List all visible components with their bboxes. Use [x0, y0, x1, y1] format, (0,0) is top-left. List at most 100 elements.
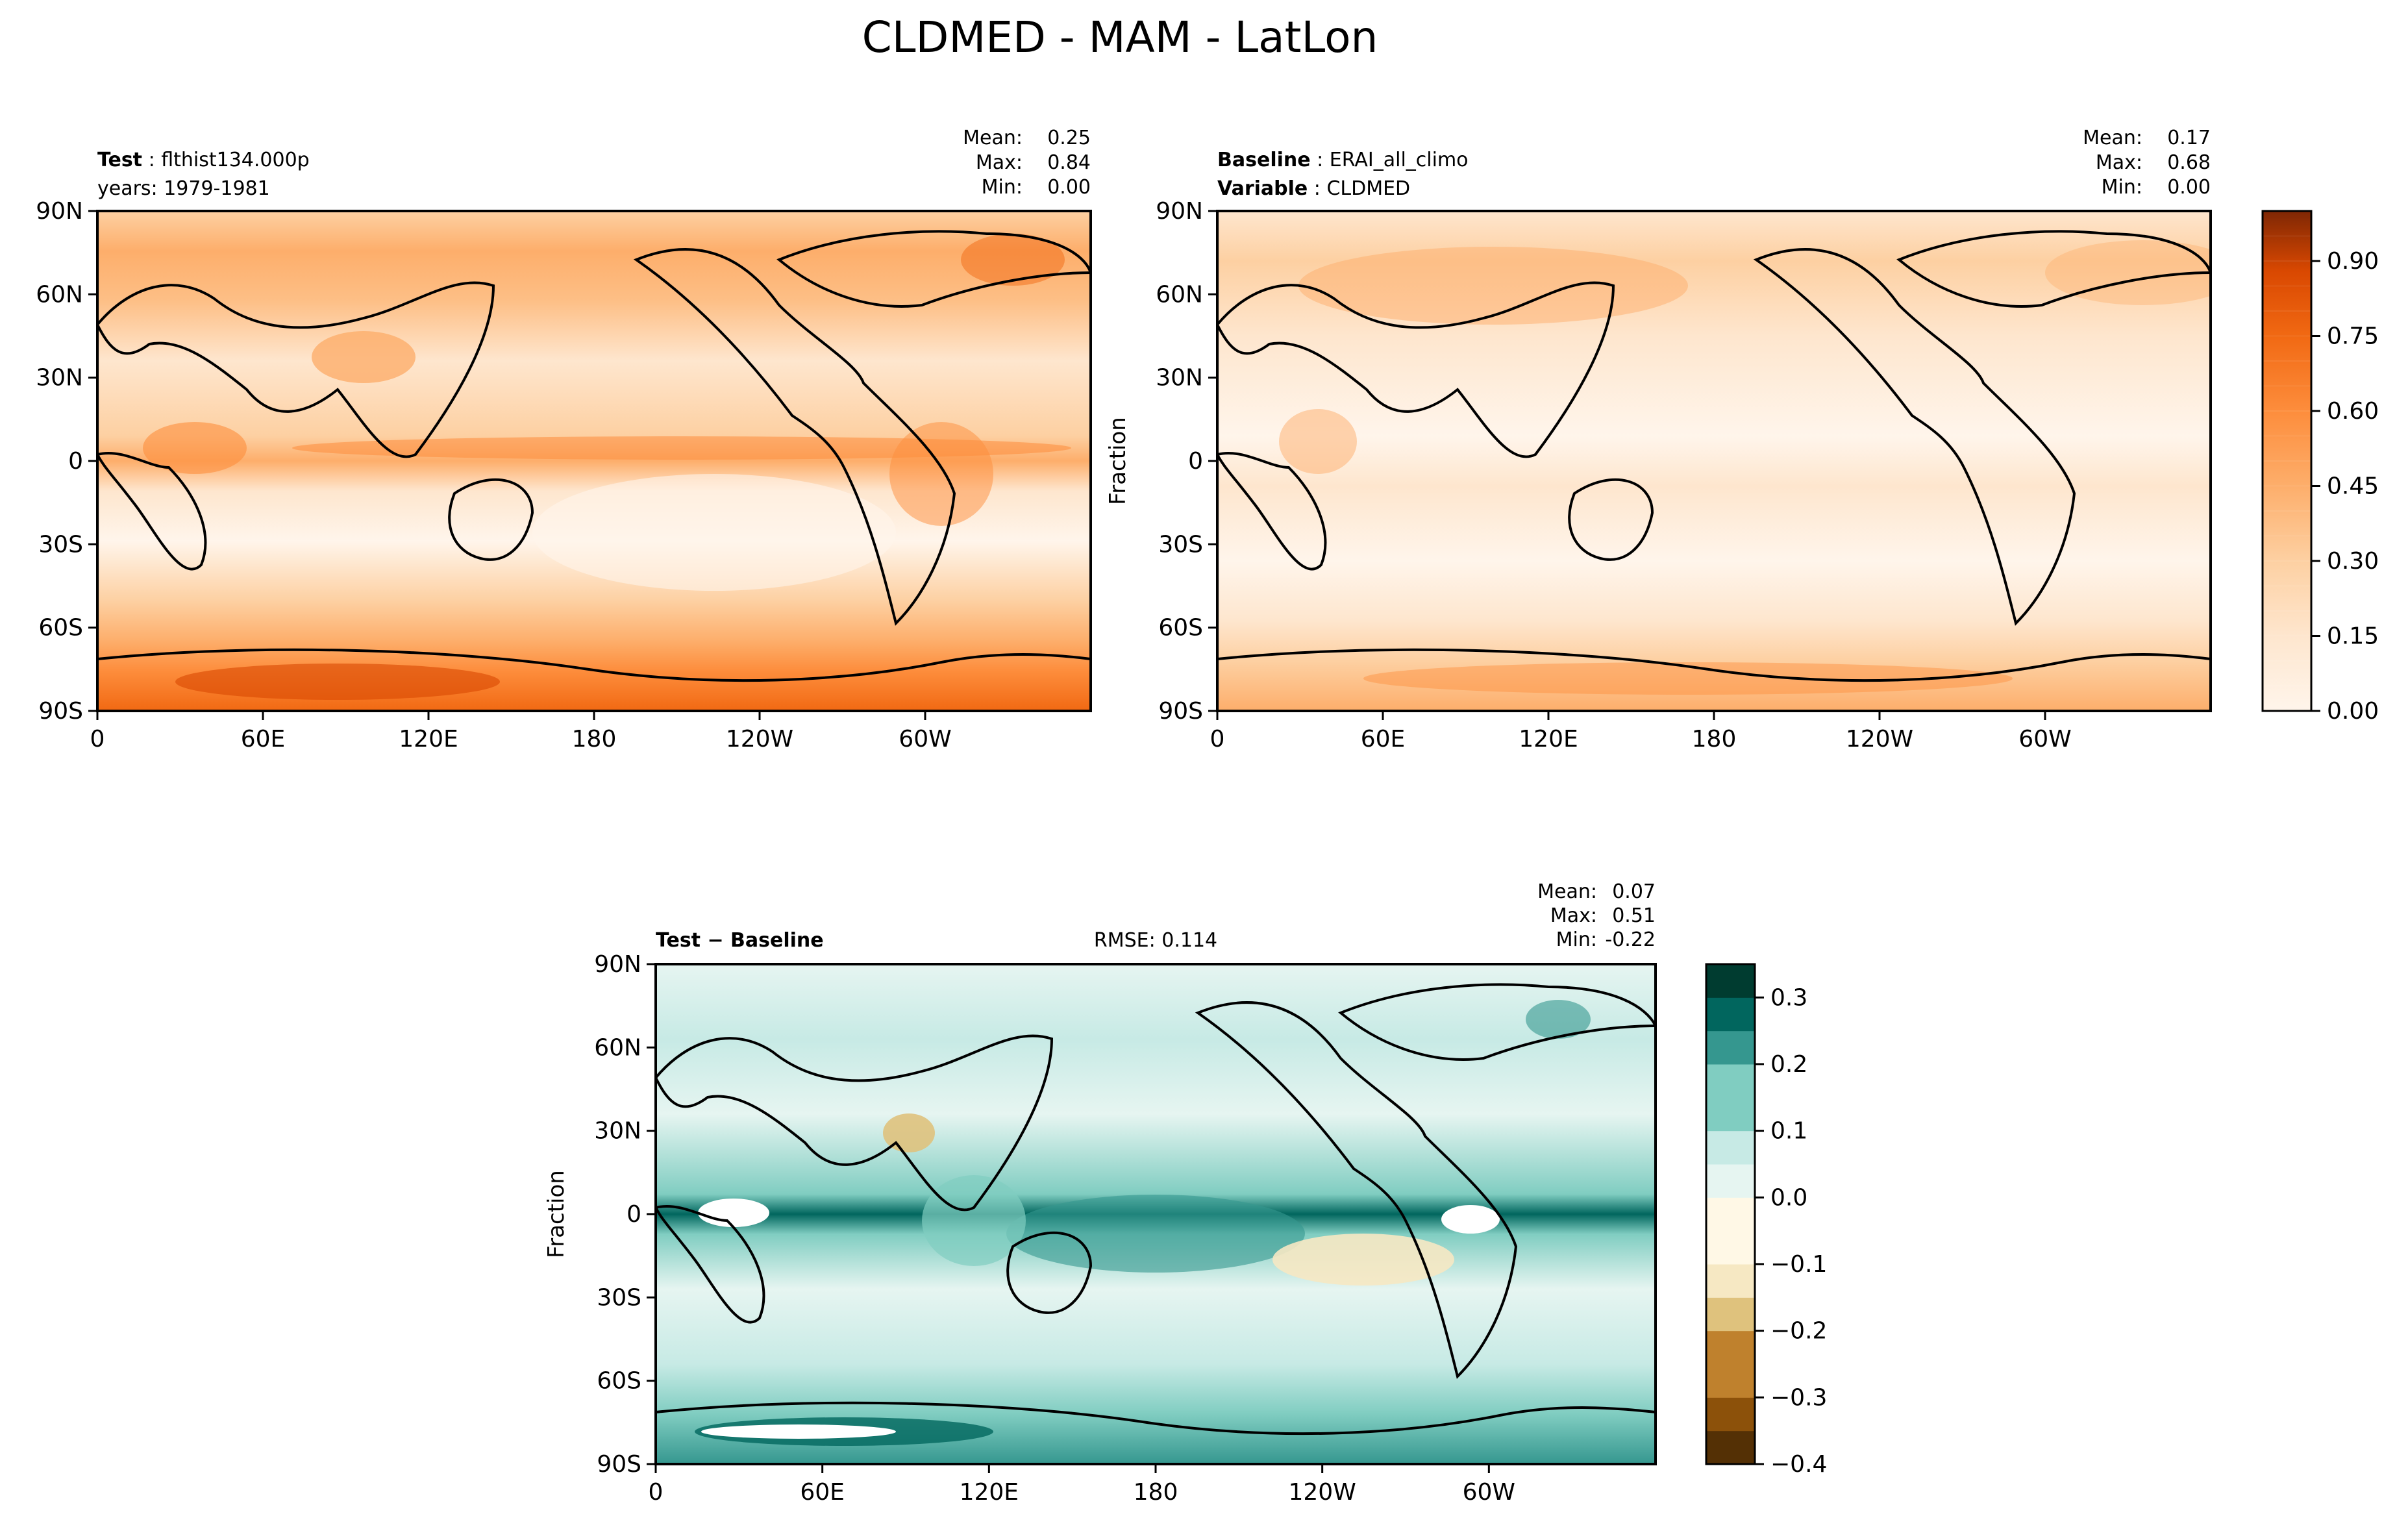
brbg-cb-tick-label: 0.0 — [1770, 1184, 1807, 1211]
difference-mean-label: Mean: — [1537, 880, 1597, 903]
test-label-value: flthist134.000p — [161, 149, 310, 171]
oranges-cb-tick-label: 0.30 — [2327, 548, 2379, 575]
test-mean-value: 0.25 — [1047, 127, 1091, 149]
test-xtick-label: 180 — [572, 726, 617, 752]
baseline-xtick-label: 180 — [1692, 726, 1737, 752]
baseline-min-value: 0.00 — [2167, 176, 2211, 199]
baseline-ylabel: Fraction — [1105, 417, 1131, 505]
baseline-xtick-label: 120W — [1846, 726, 1913, 752]
svg-text:Baseline : ERAI_all_climo: Baseline : ERAI_all_climo — [1217, 149, 1469, 171]
baseline-ytick-label: 90S — [1158, 698, 1203, 725]
test-field — [97, 211, 1091, 711]
difference-ytick-label: 30S — [597, 1284, 641, 1311]
difference-coastlines — [656, 983, 1656, 1436]
brbg-level-band — [1706, 1397, 1755, 1432]
brbg-colorbar-ticks: 0.3 0.2 0.1 0.0 −0.1 −0.2 −0.3 −0.4 — [1755, 984, 1827, 1478]
test-xtick-label: 60E — [241, 726, 286, 752]
baseline-ytick-label: 30S — [1158, 531, 1203, 558]
baseline-stats: Mean: 0.17 Max: 0.68 Min: 0.00 — [2083, 127, 2211, 199]
difference-xtick-label: 180 — [1134, 1479, 1178, 1506]
baseline-xtick-label: 60E — [1361, 726, 1406, 752]
test-ytick-label: 90S — [38, 698, 83, 725]
brbg-level-band — [1706, 1030, 1755, 1065]
test-xtick-label: 120E — [399, 726, 458, 752]
difference-ytick-label: 90S — [597, 1451, 641, 1478]
brbg-level-band — [1706, 1364, 1755, 1398]
test-subtitle: years: 1979-1981 — [97, 177, 270, 200]
variable-label-value: CLDMED — [1326, 177, 1410, 200]
difference-label: Test − Baseline — [656, 929, 824, 952]
test-xtick-label: 60W — [899, 726, 951, 752]
brbg-colorbar: 0.3 0.2 0.1 0.0 −0.1 −0.2 −0.3 −0.4 — [1705, 963, 1827, 1478]
svg-text:Variable : CLDMED: Variable : CLDMED — [1217, 177, 1410, 200]
brbg-colorbar-frame — [1705, 963, 1756, 1465]
test-xtick-label: 0 — [90, 726, 105, 752]
baseline-xtick-label: 0 — [1210, 726, 1225, 752]
difference-axis-ticks: 90N 60N 30N 0 30S 60S 90S 0 60E 120E 180 120W 60W — [594, 951, 1515, 1506]
baseline-ytick-label: 30N — [1156, 365, 1203, 392]
brbg-cb-tick-label: −0.4 — [1770, 1451, 1827, 1478]
brbg-colorbar-levels — [1706, 964, 1755, 1465]
test-max-value: 0.84 — [1047, 151, 1091, 174]
baseline-label-value: ERAI_all_climo — [1330, 149, 1469, 171]
difference-field — [656, 964, 1656, 1464]
variable-label-bold: Variable — [1217, 177, 1308, 200]
test-ytick-label: 60N — [36, 281, 83, 308]
baseline-axis-ticks: 90N 60N 30N 0 30S 60S 90S 0 60E 120E 180 120W 60W — [1156, 198, 2071, 752]
baseline-ytick-label: 0 — [1188, 448, 1203, 475]
figure-title: CLDMED - MAM - LatLon — [862, 12, 1378, 62]
test-coastlines — [97, 230, 1091, 682]
difference-panel: 90N 60N 30N 0 30S 60S 90S 0 60E 120E 180 120W 60W Fr… — [543, 880, 1657, 1506]
difference-xtick-label: 120E — [960, 1479, 1019, 1506]
difference-xtick-label: 60E — [800, 1479, 845, 1506]
baseline-coastlines — [1217, 230, 2211, 682]
difference-max-value: 0.51 — [1612, 904, 1656, 927]
oranges-colorbar-fill — [2263, 211, 2311, 711]
brbg-level-band — [1706, 1064, 1755, 1098]
test-ytick-label: 30S — [38, 531, 83, 558]
baseline-ytick-label: 60S — [1158, 615, 1203, 641]
test-ytick-label: 90N — [36, 198, 83, 225]
test-axis-ticks: 90N 60N 30N 0 30S 60S 90S 0 60E 120E 180 120W 60W — [36, 198, 951, 752]
difference-ytick-label: 90N — [594, 951, 641, 978]
brbg-level-band — [1706, 1297, 1755, 1332]
baseline-panel: 90N 60N 30N 0 30S 60S 90S 0 60E 120E 180 120W 60W Fr… — [1105, 127, 2212, 752]
difference-stats: Mean: 0.07 Max: 0.51 Min: -0.22 — [1537, 880, 1656, 951]
oranges-colorbar: 0.90 0.75 0.60 0.45 0.30 0.15 0.00 — [2261, 210, 2379, 725]
oranges-cb-tick-label: 0.75 — [2327, 323, 2379, 350]
oranges-colorbar-frame — [2261, 210, 2313, 712]
test-panel: 90N 60N 30N 0 30S 60S 90S 0 60E 120E 180 120W 60W Te… — [36, 127, 1092, 752]
baseline-xtick-label: 120E — [1519, 726, 1578, 752]
baseline-header: Baseline : ERAI_all_climo Variable : CLD… — [1217, 149, 1469, 200]
difference-mean-value: 0.07 — [1612, 880, 1656, 903]
difference-rmse: RMSE: 0.114 — [1094, 929, 1217, 952]
test-min-value: 0.00 — [1047, 176, 1091, 199]
test-label-sep: : — [142, 149, 161, 171]
test-max-label: Max: — [976, 151, 1023, 174]
test-mean-label: Mean: — [963, 127, 1023, 149]
difference-ytick-label: 60S — [597, 1368, 641, 1395]
variable-label-sep: : — [1308, 177, 1326, 200]
oranges-cb-tick-label: 0.15 — [2327, 623, 2379, 650]
difference-xtick-label: 120W — [1289, 1479, 1356, 1506]
oranges-cb-tick-label: 0.90 — [2327, 248, 2379, 275]
test-label-bold: Test — [97, 149, 142, 171]
difference-ylabel: Fraction — [543, 1170, 569, 1258]
oranges-cb-tick-label: 0.45 — [2327, 473, 2379, 500]
brbg-cb-tick-label: −0.3 — [1770, 1384, 1827, 1411]
brbg-cb-tick-label: 0.2 — [1770, 1051, 1807, 1078]
baseline-ytick-label: 60N — [1156, 281, 1203, 308]
difference-ytick-label: 30N — [594, 1118, 641, 1145]
difference-ytick-label: 60N — [594, 1034, 641, 1061]
baseline-label-bold: Baseline — [1217, 149, 1311, 171]
baseline-max-value: 0.68 — [2167, 151, 2211, 174]
baseline-xtick-label: 60W — [2018, 726, 2071, 752]
difference-xtick-label: 0 — [649, 1479, 664, 1506]
oranges-cb-tick-label: 0.00 — [2327, 698, 2379, 725]
brbg-level-band — [1706, 997, 1755, 1032]
brbg-cb-tick-label: 0.3 — [1770, 984, 1807, 1011]
test-ytick-label: 0 — [68, 448, 83, 475]
brbg-level-band — [1706, 1097, 1755, 1132]
test-header: Test : flthist134.000p years: 1979-1981 — [97, 149, 310, 200]
difference-max-label: Max: — [1550, 904, 1597, 927]
